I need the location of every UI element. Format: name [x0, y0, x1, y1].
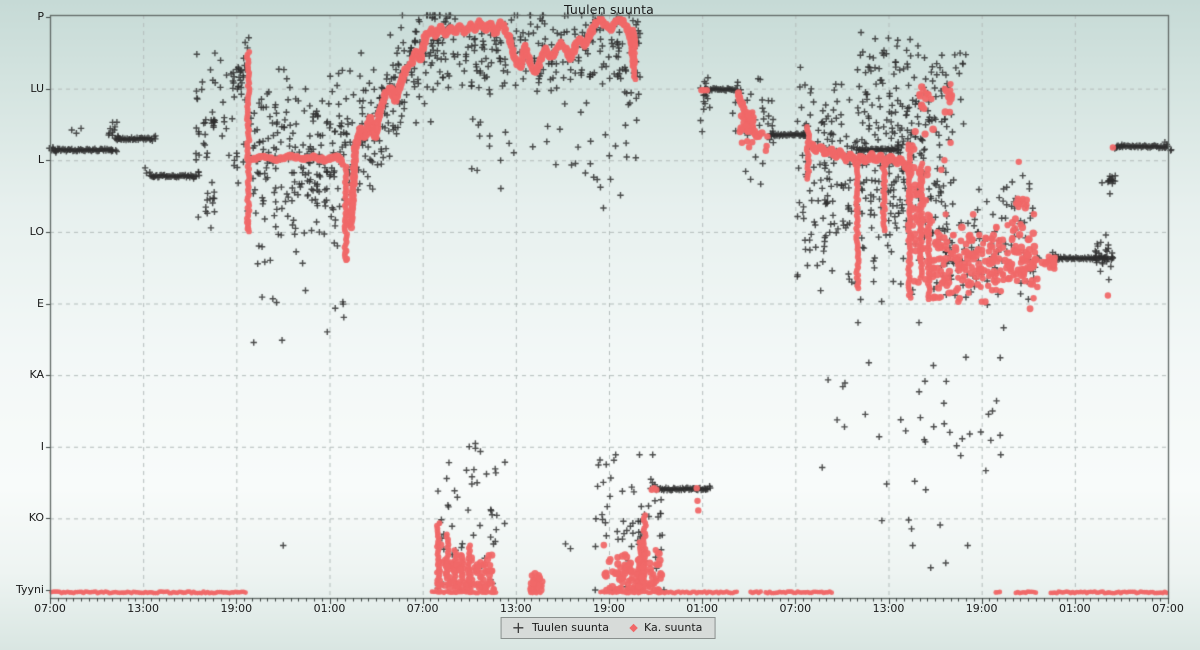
- y-tick-label: LU: [30, 81, 44, 95]
- legend-item-tuulen-suunta: + Tuulen suunta: [511, 617, 609, 637]
- x-tick-label: 07:00: [1152, 602, 1184, 615]
- legend-label-ka-suunta: Ka. suunta: [643, 621, 703, 634]
- x-tick-label: 13:00: [127, 602, 160, 615]
- legend: + Tuulen suunta Ka. suunta: [500, 617, 716, 639]
- x-tick-label: 01:00: [1058, 602, 1091, 615]
- legend-item-ka-suunta: Ka. suunta: [629, 621, 703, 634]
- y-tick-label: E: [37, 296, 44, 310]
- x-tick-label: 01:00: [686, 602, 719, 615]
- legend-label-tuulen-suunta: Tuulen suunta: [531, 621, 609, 634]
- y-tick-label: L: [37, 153, 44, 167]
- x-tick-label: 13:00: [499, 602, 532, 615]
- y-tick-label: KO: [28, 511, 44, 525]
- x-tick-label: 13:00: [872, 602, 905, 615]
- x-tick-label: 01:00: [313, 602, 346, 615]
- y-tick-label: KA: [29, 368, 44, 382]
- x-tick-label: 07:00: [779, 602, 812, 615]
- plus-marker-icon: +: [511, 617, 525, 637]
- y-tick-label: P: [37, 10, 44, 23]
- x-tick-label: 07:00: [406, 602, 439, 615]
- x-tick-label: 19:00: [965, 602, 998, 615]
- y-tick-label: LO: [29, 224, 44, 238]
- x-tick-label: 07:00: [34, 602, 66, 615]
- x-tick-label: 19:00: [220, 602, 253, 615]
- x-tick-label: 19:00: [593, 602, 625, 615]
- diamond-marker-icon: [629, 623, 639, 632]
- y-tick-label: Tyyni: [15, 583, 44, 596]
- y-tick-label: I: [40, 439, 44, 453]
